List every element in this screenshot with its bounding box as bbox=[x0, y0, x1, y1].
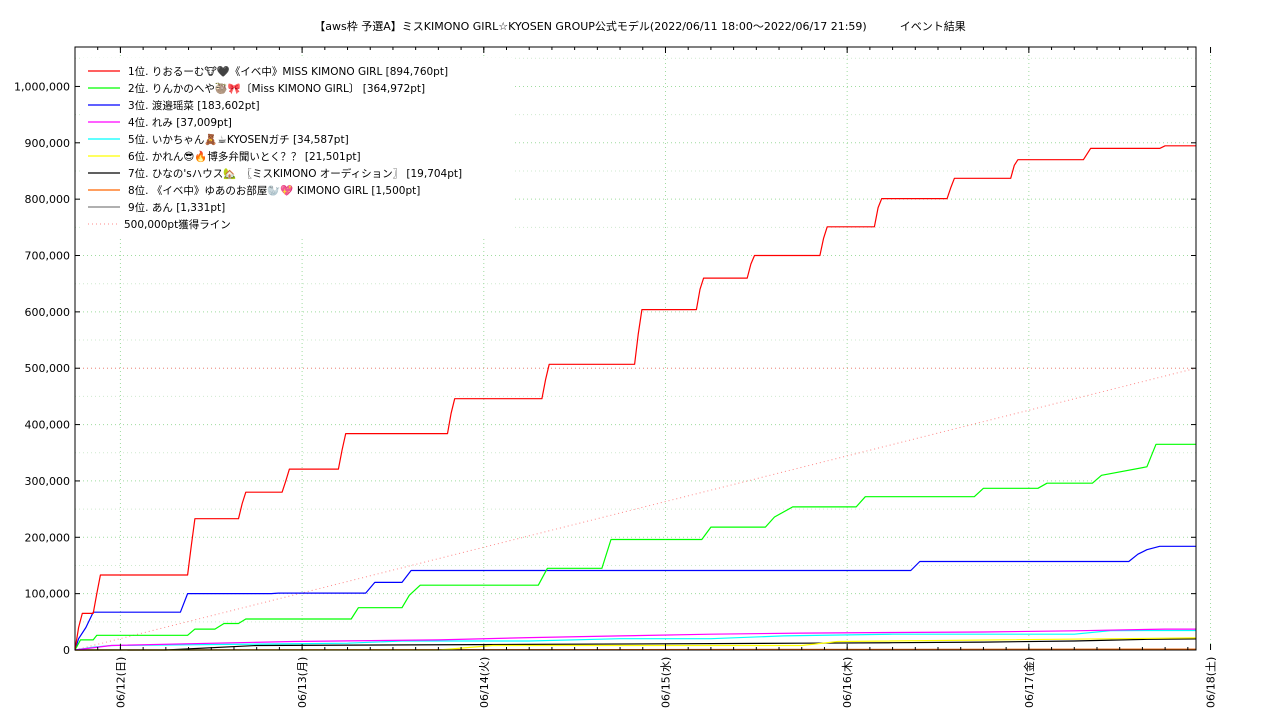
reference-lines bbox=[74, 367, 1197, 651]
chart-title: 【aws枠 予選A】ミスKIMONO GIRL☆KYOSEN GROUP公式モデ… bbox=[314, 20, 966, 33]
axis-ticks bbox=[74, 47, 1212, 651]
series-line-4 bbox=[74, 628, 1196, 651]
legend-label-2: 2位. りんかのへや🦥🎀〔Miss KIMONO GIRL〕 [364,972p… bbox=[128, 82, 425, 95]
x-tick-label: 06/14(火) bbox=[478, 657, 491, 708]
legend-label-5: 5位. いかちゃん🧸☕KYOSENガチ [34,587pt] bbox=[128, 133, 349, 146]
legend-label-7: 7位. ひなの'sハウス🏡 〖ミスKIMONO オーディション〗 [19,704… bbox=[128, 167, 462, 180]
y-tick-label: 800,000 bbox=[25, 193, 71, 206]
y-tick-label: 600,000 bbox=[25, 306, 71, 319]
x-tick-label: 06/13(月) bbox=[296, 657, 309, 708]
x-tick-label: 06/16(木) bbox=[841, 657, 854, 708]
x-tick-label: 06/12(日) bbox=[114, 657, 127, 708]
y-tick-label: 1,000,000 bbox=[14, 80, 70, 93]
legend-label-4: 4位. れみ [37,009pt] bbox=[128, 116, 232, 129]
x-tick-label: 06/15(水) bbox=[659, 657, 672, 708]
y-tick-label: 200,000 bbox=[25, 531, 71, 544]
y-tick-label: 900,000 bbox=[25, 137, 71, 150]
x-tick-label: 06/17(金) bbox=[1022, 657, 1036, 708]
legend-label-10: 500,000pt獲得ライン bbox=[124, 218, 231, 231]
series-line-2 bbox=[74, 443, 1196, 651]
legend-label-6: 6位. かれん😎🔥博多弁聞いとく？？ [21,501pt] bbox=[128, 150, 361, 163]
legend-label-1: 1位. りおるーむ🐮🖤《イベ中》MISS KIMONO GIRL [894,76… bbox=[128, 65, 448, 78]
legend-label-3: 3位. 渡邉瑶菜 [183,602pt] bbox=[128, 99, 260, 112]
legend-label-9: 9位. あん [1,331pt] bbox=[128, 201, 225, 214]
y-tick-label: 500,000 bbox=[25, 362, 71, 375]
x-tick-label: 06/18(土) bbox=[1205, 657, 1218, 708]
y-tick-label: 100,000 bbox=[25, 588, 71, 601]
legend-label-8: 8位. 《イベ中》ゆあのお部屋🦭💖 KIMONO GIRL [1,500pt] bbox=[128, 184, 420, 197]
series-line-1 bbox=[74, 145, 1196, 651]
series-line-5 bbox=[74, 629, 1197, 651]
y-tick-label: 0 bbox=[63, 644, 70, 657]
series-line-10 bbox=[74, 367, 1197, 651]
y-tick-label: 400,000 bbox=[25, 419, 71, 432]
y-tick-label: 700,000 bbox=[25, 250, 71, 263]
y-axis-labels: 0 100,000 200,000 300,000 400,000 500,000 600,… bbox=[14, 80, 70, 657]
legend: 1位. りおるーむ🐮🖤《イベ中》MISS KIMONO GIRL [894,76… bbox=[88, 65, 462, 231]
legend-background bbox=[80, 58, 515, 238]
y-tick-label: 300,000 bbox=[25, 475, 71, 488]
x-axis-labels: 06/12(日) 06/13(月) 06/14(火) 06/15(水) 06/16(木)… bbox=[114, 657, 1217, 708]
plot-frame bbox=[74, 46, 1197, 651]
grid bbox=[75, 47, 1212, 650]
